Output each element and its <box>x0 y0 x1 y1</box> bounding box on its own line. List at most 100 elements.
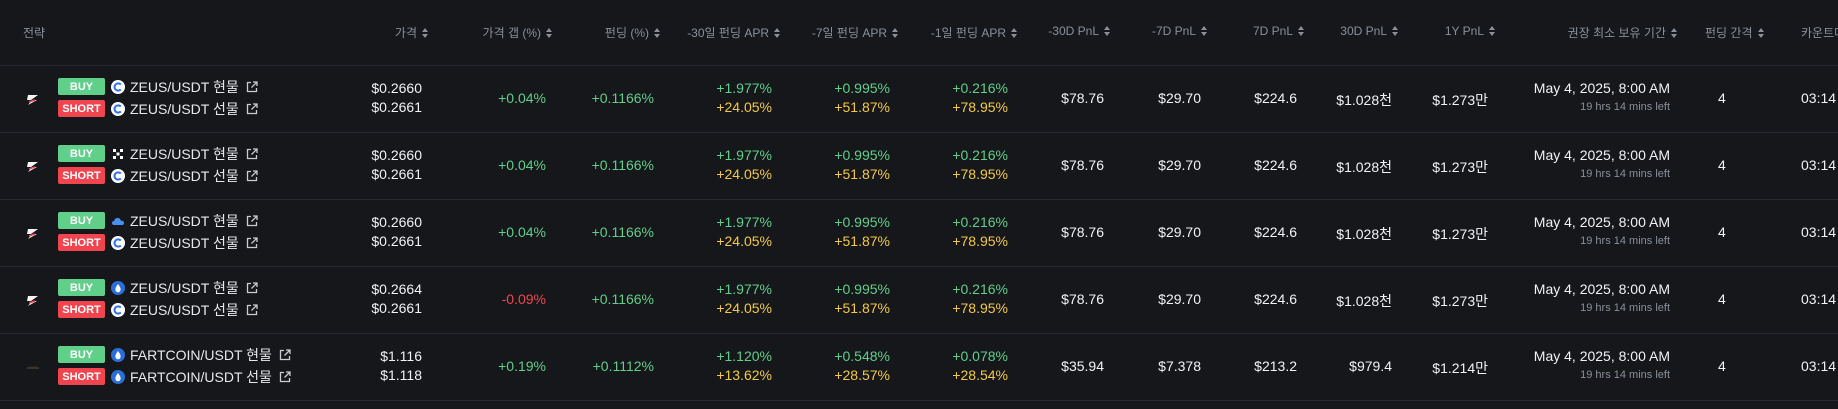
external-link-icon[interactable] <box>245 214 259 228</box>
hold-time-left: 19 hrs 14 mins left <box>1580 168 1670 180</box>
exchange-blue-c-icon <box>111 79 125 94</box>
table-row[interactable]: BUY ZEUS/USDT 현물 SHORT ZEUS/USDT 선물 $0.2… <box>0 200 1838 267</box>
short-badge: SHORT <box>58 234 105 251</box>
apr1-past: +0.216% <box>952 281 1008 297</box>
price-gap: -0.09% <box>501 291 546 307</box>
short-leg: SHORT ZEUS/USDT 선물 <box>58 100 259 117</box>
header-hold[interactable]: 권장 최소 보유 기간 <box>1568 24 1677 41</box>
apr7-past: +0.995% <box>834 147 890 163</box>
funding-rate: +0.1166% <box>591 291 654 307</box>
header-apr1-label: -1일 펀딩 APR <box>930 26 1006 40</box>
short-symbol: FARTCOIN/USDT 선물 <box>130 368 272 385</box>
header-pnl30[interactable]: -30D PnL <box>1048 24 1110 38</box>
header-apr30[interactable]: -30일 펀딩 APR <box>687 24 780 41</box>
sort-icon <box>1671 27 1677 38</box>
short-badge: SHORT <box>58 368 105 385</box>
header-pnl30f-label: 30D PnL <box>1340 24 1387 38</box>
apr30-past: +1.977% <box>716 147 772 163</box>
price-gap: +0.04% <box>498 157 546 173</box>
external-link-icon[interactable] <box>245 303 259 317</box>
exchange-x-icon <box>111 147 125 161</box>
external-link-icon[interactable] <box>245 102 259 116</box>
buy-badge: BUY <box>58 145 105 162</box>
header-pnl30f[interactable]: 30D PnL <box>1340 24 1398 38</box>
buy-symbol: ZEUS/USDT 현물 <box>130 212 239 229</box>
header-strategy: 전략 <box>23 24 45 41</box>
funding-interval: 4 <box>1718 90 1726 106</box>
pnl-1y: $1.273만 <box>1432 159 1488 175</box>
exchange-blue-c-icon <box>111 302 125 317</box>
sort-icon <box>1011 27 1017 38</box>
header-price-gap-label: 가격 갭 (%) <box>482 26 541 40</box>
header-countdown[interactable]: 카운트다 <box>1801 24 1838 41</box>
funding-rate: +0.1166% <box>591 90 654 106</box>
header-funding[interactable]: 펀딩 (%) <box>605 24 660 41</box>
buy-symbol: FARTCOIN/USDT 현물 <box>130 346 272 363</box>
price-short: $0.2661 <box>371 99 422 115</box>
table-row[interactable]: BUY ZEUS/USDT 현물 SHORT ZEUS/USDT 선물 $0.2… <box>0 133 1838 200</box>
header-apr30-label: -30일 펀딩 APR <box>687 26 769 40</box>
header-pnl1y[interactable]: 1Y PnL <box>1445 24 1495 38</box>
external-link-icon[interactable] <box>245 169 259 183</box>
header-strategy-label: 전략 <box>23 26 46 40</box>
header-pnl7f-label: 7D PnL <box>1252 24 1293 38</box>
price-gap: +0.19% <box>498 358 546 374</box>
funding-interval: 4 <box>1718 157 1726 173</box>
pnl-7d: $224.6 <box>1254 291 1297 307</box>
external-link-icon[interactable] <box>245 80 259 94</box>
header-apr7[interactable]: -7일 펀딩 APR <box>812 24 898 41</box>
exchange-drop-icon <box>111 347 125 362</box>
pnl-7d-past: $29.70 <box>1158 224 1201 240</box>
price-short: $0.2661 <box>371 233 422 249</box>
apr7-past: +0.548% <box>834 348 890 364</box>
table-row[interactable]: BUY ZEUS/USDT 현물 SHORT ZEUS/USDT 선물 $0.2… <box>0 267 1838 334</box>
pnl-7d-past: $29.70 <box>1158 157 1201 173</box>
header-apr1[interactable]: -1일 펀딩 APR <box>931 24 1017 41</box>
short-leg: SHORT ZEUS/USDT 선물 <box>58 234 259 251</box>
sort-icon <box>1489 26 1495 36</box>
hold-date: May 4, 2025, 8:00 AM <box>1533 147 1670 163</box>
table-row[interactable]: BUY ZEUS/USDT 현물 SHORT ZEUS/USDT 선물 $0.2… <box>0 66 1838 133</box>
zeus-logo <box>26 294 40 306</box>
apr1-past: +0.078% <box>952 348 1008 364</box>
price-buy: $0.2660 <box>371 147 422 163</box>
fartcoin-logo <box>26 361 40 373</box>
zeus-logo <box>26 160 40 172</box>
pnl-1y: $1.273만 <box>1432 226 1488 242</box>
external-link-icon[interactable] <box>278 348 292 362</box>
short-leg: SHORT ZEUS/USDT 선물 <box>58 301 259 318</box>
price-buy: $0.2664 <box>371 281 422 297</box>
apr30-future: +24.05% <box>716 99 772 115</box>
external-link-icon[interactable] <box>245 147 259 161</box>
external-link-icon[interactable] <box>278 370 292 384</box>
countdown: 03:14 <box>1801 157 1837 173</box>
short-symbol: ZEUS/USDT 선물 <box>130 100 239 117</box>
apr1-future: +78.95% <box>952 99 1008 115</box>
external-link-icon[interactable] <box>245 281 259 295</box>
header-countdown-label: 카운트다 <box>1801 26 1838 40</box>
header-interval[interactable]: 펀딩 간격 <box>1705 24 1764 41</box>
header-price-gap[interactable]: 가격 갭 (%) <box>483 24 552 41</box>
short-badge: SHORT <box>58 301 105 318</box>
apr30-future: +24.05% <box>716 166 772 182</box>
price-short: $1.118 <box>380 367 422 383</box>
buy-badge: BUY <box>58 212 105 229</box>
pnl-30d-past: $78.76 <box>1061 291 1104 307</box>
countdown: 03:14 <box>1801 224 1837 240</box>
apr7-future: +51.87% <box>834 166 890 182</box>
header-pnl7f[interactable]: 7D PnL <box>1253 24 1304 38</box>
table-header: 전략 가격 가격 갭 (%) 펀딩 (%) -30일 펀딩 APR -7일 펀딩… <box>0 0 1838 66</box>
table-row[interactable]: BUY FARTCOIN/USDT 현물 SHORT FARTCOIN/USDT… <box>0 334 1838 401</box>
pnl-7d-past: $7.378 <box>1158 358 1201 374</box>
apr30-past: +1.120% <box>716 348 772 364</box>
buy-badge: BUY <box>58 78 105 95</box>
buy-leg: BUY ZEUS/USDT 현물 <box>58 78 259 95</box>
hold-time-left: 19 hrs 14 mins left <box>1580 369 1670 381</box>
external-link-icon[interactable] <box>245 236 259 250</box>
buy-symbol: ZEUS/USDT 현물 <box>130 145 239 162</box>
buy-leg: BUY ZEUS/USDT 현물 <box>58 145 259 162</box>
header-pnl7-label: -7D PnL <box>1151 24 1196 38</box>
header-pnl7[interactable]: -7D PnL <box>1152 24 1207 38</box>
exchange-blue-c-icon <box>111 101 125 116</box>
header-price[interactable]: 가격 <box>395 24 428 41</box>
